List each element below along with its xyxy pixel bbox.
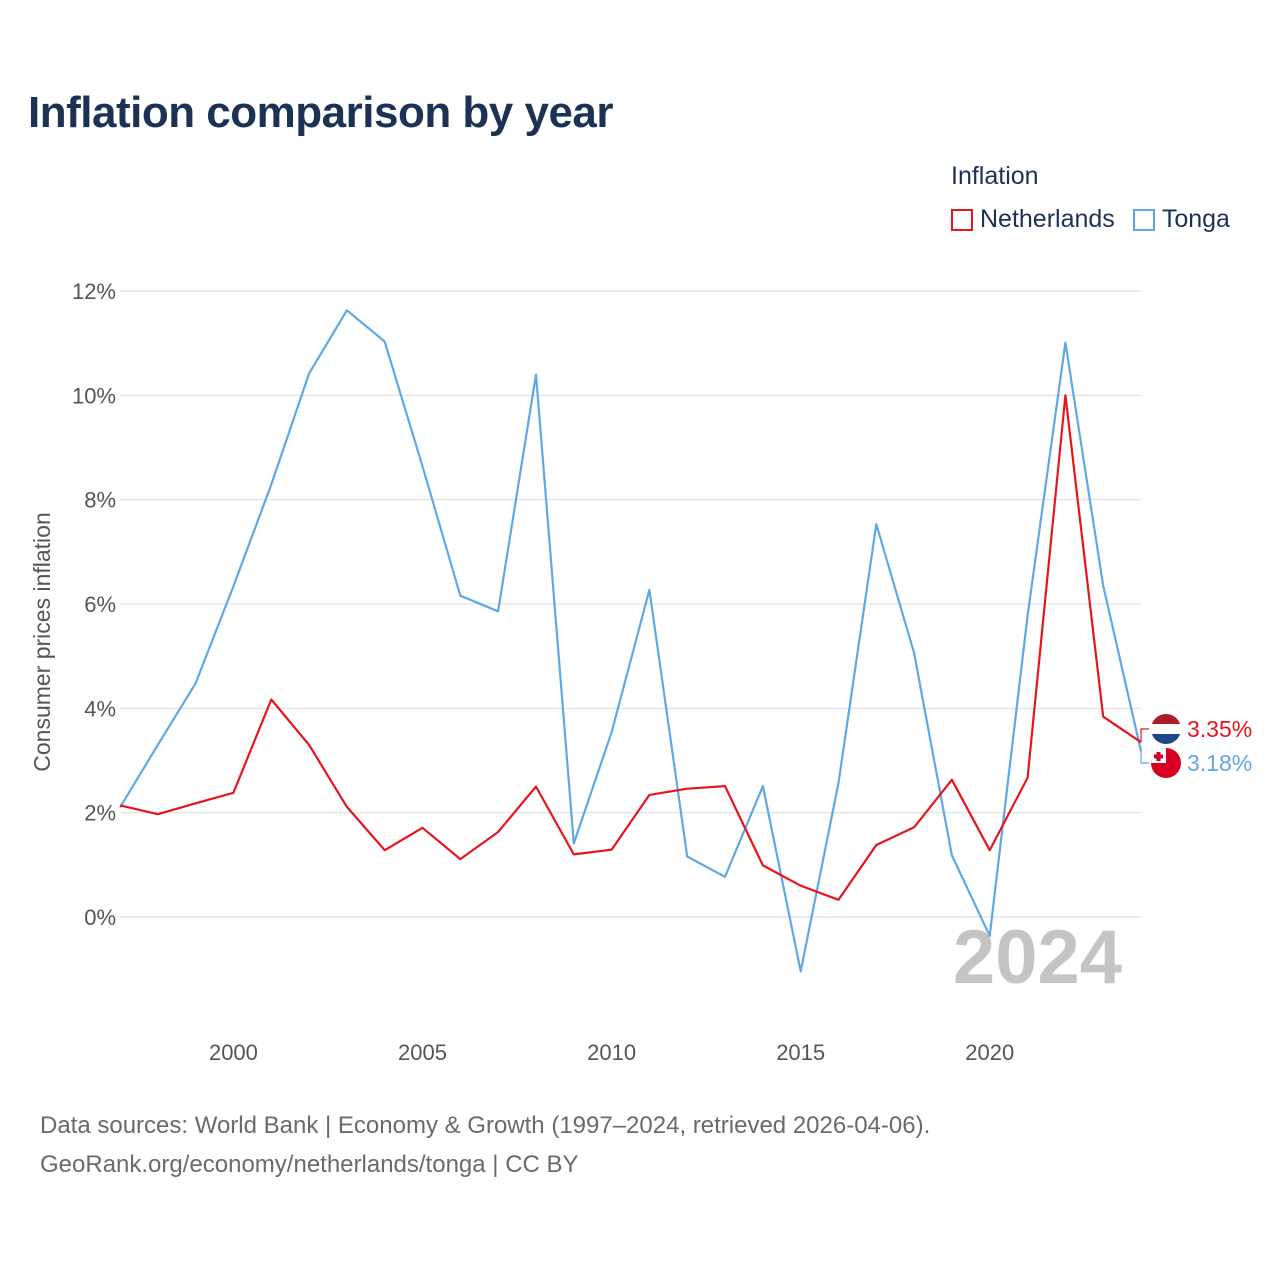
x-tick-label-3: 2015: [776, 1040, 825, 1065]
end-connector-tonga: [1140, 751, 1149, 764]
legend-swatch-netherlands: [951, 208, 973, 231]
line-chart: 0% 2% 4% 6% 8% 10% 12% 2000 2005 2010 2015 2020 Co…: [29, 279, 1252, 1065]
x-tick-label-2: 2010: [587, 1040, 636, 1065]
end-connector-netherlands: [1140, 728, 1149, 743]
legend-title: Inflation: [951, 162, 1039, 190]
year-watermark: 2024: [953, 915, 1122, 1000]
source-line-1: Data sources: World Bank | Economy & Gro…: [40, 1112, 931, 1139]
x-tick-label-0: 2000: [209, 1040, 258, 1065]
legend-item-netherlands[interactable]: Netherlands: [951, 205, 1115, 234]
end-label-tonga: 3.18%: [1187, 750, 1252, 776]
y-tick-label-0: 0%: [84, 905, 116, 930]
source-note: Data sources: World Bank | Economy & Gro…: [40, 1106, 930, 1184]
legend-label-tonga: Tonga: [1161, 205, 1230, 233]
legend-swatch-tonga: [1132, 208, 1155, 231]
y-tick-label-3: 6%: [84, 592, 116, 617]
source-line-2[interactable]: GeoRank.org/economy/netherlands/tonga | …: [40, 1151, 579, 1178]
y-tick-label-2: 4%: [84, 696, 116, 721]
series-line-tonga: [119, 309, 1143, 973]
tonga-flag-icon: [1151, 748, 1181, 778]
y-tick-label-4: 8%: [84, 488, 116, 513]
end-label-netherlands: 3.35%: [1187, 716, 1252, 742]
x-tick-label-1: 2005: [398, 1040, 447, 1065]
series-line-netherlands: [119, 394, 1142, 901]
y-axis-label: Consumer prices inflation: [29, 512, 55, 772]
netherlands-flag-icon: [1151, 714, 1181, 744]
legend: Inflation Netherlands Tonga: [951, 162, 1230, 234]
y-tick-label-6: 12%: [72, 279, 116, 304]
y-tick-label-5: 10%: [72, 383, 116, 408]
chart-title: Inflation comparison by year: [28, 88, 614, 137]
y-tick-label-1: 2%: [84, 801, 116, 826]
legend-label-netherlands: Netherlands: [980, 205, 1115, 233]
x-tick-label-4: 2020: [965, 1040, 1014, 1065]
legend-item-tonga[interactable]: Tonga: [1132, 205, 1230, 234]
